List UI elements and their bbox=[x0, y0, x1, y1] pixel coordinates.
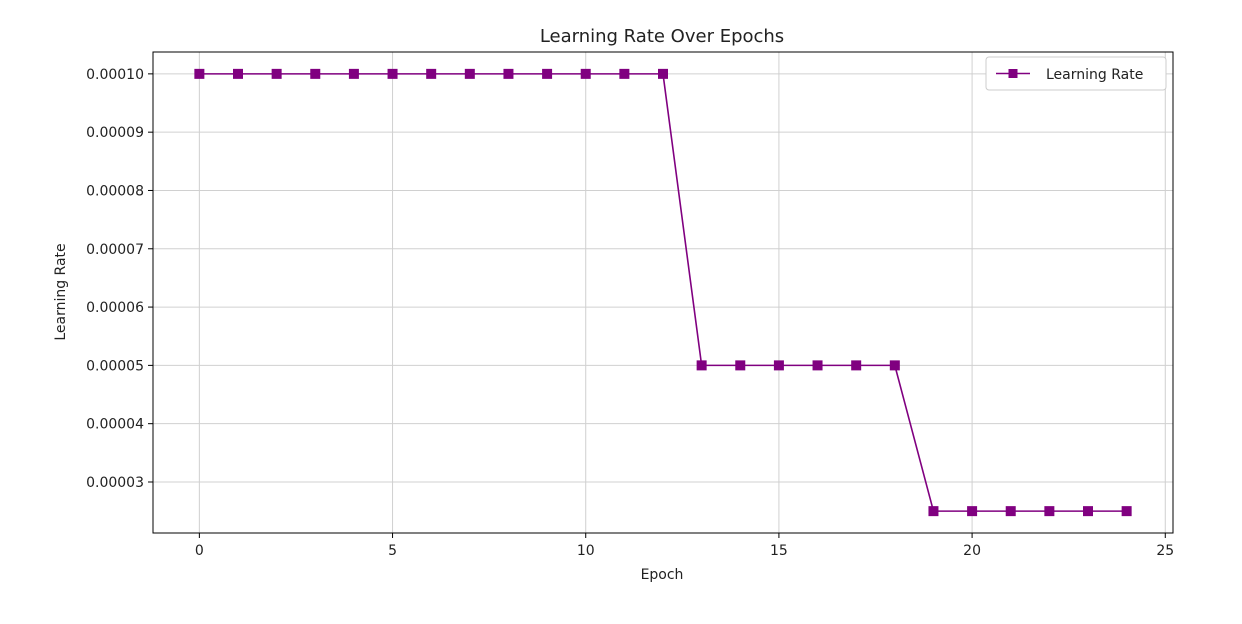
y-axis-label: Learning Rate bbox=[53, 243, 69, 340]
chart-title: Learning Rate Over Epochs bbox=[540, 26, 784, 47]
data-point-marker bbox=[310, 68, 321, 79]
y-tick-label: 0.00005 bbox=[86, 358, 144, 374]
legend-series-label: Learning Rate bbox=[1046, 67, 1143, 83]
y-tick-label: 0.00009 bbox=[86, 125, 144, 141]
data-point-marker bbox=[1083, 506, 1093, 517]
plot-frame bbox=[152, 51, 1174, 534]
data-point-marker bbox=[658, 68, 668, 79]
y-tick-label: 0.00006 bbox=[86, 300, 144, 316]
data-point-marker bbox=[928, 506, 939, 517]
legend-box bbox=[985, 56, 1167, 91]
legend-series-marker bbox=[1008, 69, 1018, 78]
data-point-marker bbox=[503, 68, 514, 79]
data-point-marker bbox=[580, 68, 591, 79]
data-point-marker bbox=[271, 68, 282, 79]
x-tick-label: 5 bbox=[388, 543, 397, 559]
data-point-marker bbox=[542, 68, 553, 79]
x-axis-label: Epoch bbox=[641, 567, 684, 583]
data-point-marker bbox=[1121, 506, 1132, 517]
y-tick-label: 0.00003 bbox=[86, 475, 144, 491]
y-axis-ticks: 0.00003 0.00004 0.00005 0.00006 0.00007 0.000… bbox=[86, 67, 153, 491]
data-point-marker bbox=[619, 68, 630, 79]
x-tick-label: 20 bbox=[963, 543, 981, 559]
x-tick-label: 15 bbox=[770, 543, 788, 559]
data-point-marker bbox=[194, 68, 205, 79]
data-point-marker bbox=[1044, 506, 1055, 517]
data-point-marker bbox=[387, 68, 398, 79]
data-point-marker bbox=[735, 360, 746, 371]
x-tick-label: 25 bbox=[1156, 543, 1174, 559]
data-point-marker bbox=[1005, 506, 1016, 517]
x-axis-ticks: 0 5 10 15 20 25 bbox=[195, 533, 1174, 559]
data-point-marker bbox=[696, 360, 707, 371]
y-tick-label: 0.00007 bbox=[86, 242, 144, 258]
data-point-marker bbox=[889, 360, 900, 371]
data-point-marker bbox=[773, 360, 784, 371]
y-tick-label: 0.00008 bbox=[86, 183, 144, 199]
data-point-marker bbox=[967, 506, 978, 517]
data-point-marker bbox=[851, 360, 862, 371]
series-layer bbox=[194, 68, 1132, 517]
y-tick-label: 0.00010 bbox=[86, 67, 144, 83]
x-tick-label: 0 bbox=[195, 543, 204, 559]
legend: Learning Rate bbox=[985, 56, 1167, 91]
y-tick-label: 0.00004 bbox=[86, 417, 144, 433]
data-point-marker bbox=[348, 68, 359, 79]
data-point-marker bbox=[426, 68, 437, 79]
data-point-marker bbox=[464, 68, 475, 79]
data-point-marker bbox=[233, 68, 243, 79]
x-tick-label: 10 bbox=[577, 543, 595, 559]
data-point-marker bbox=[812, 360, 823, 371]
